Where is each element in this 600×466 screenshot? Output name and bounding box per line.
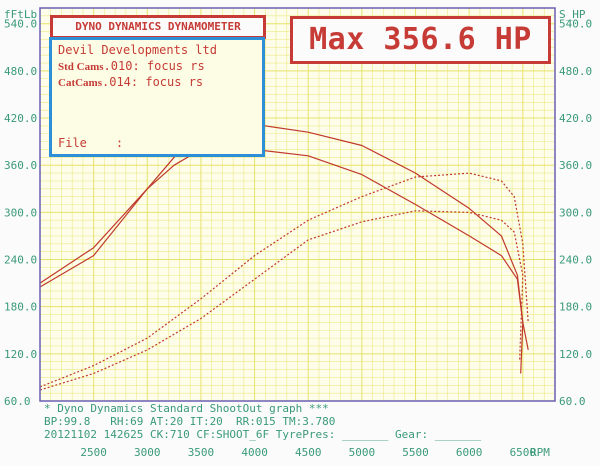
run-2-tag: CatCams bbox=[58, 77, 102, 89]
y-tick-label-left: 420.0 bbox=[4, 112, 37, 125]
run-1-text: .010: focus rs bbox=[103, 59, 205, 73]
y-tick-label-left: 60.0 bbox=[4, 395, 31, 408]
run-2-text: .014: focus rs bbox=[102, 75, 204, 89]
curves bbox=[39, 121, 529, 391]
right-axis-unit: S_HP bbox=[559, 8, 586, 21]
y-tick-label-right: 240.0 bbox=[559, 254, 592, 267]
file-label: File bbox=[58, 136, 87, 150]
max-power-badge: Max 356.6 HP bbox=[290, 16, 551, 64]
x-tick-label: 4000 bbox=[241, 446, 268, 459]
plot-border bbox=[39, 7, 556, 402]
series-line-3 bbox=[39, 172, 529, 388]
run-info-panel: Devil Developments ltd Std Cams.010: foc… bbox=[49, 37, 265, 157]
file-row: File : bbox=[58, 136, 123, 150]
footer-line-3: 20121102 142625 CK:710 CF:SHOOT_6F TyreP… bbox=[44, 428, 482, 441]
series-line-1 bbox=[39, 121, 529, 351]
footer-line-2: BP:99.8 RH:69 AT:20 IT:20 RR:015 TM:3.78… bbox=[44, 415, 336, 428]
y-tick-label-left: 480.0 bbox=[4, 65, 37, 78]
series-line-4 bbox=[39, 210, 524, 391]
tick-labels: 60.0 60.0 120.0 120.0 180.0 180.0 240.0 240.0 30… bbox=[4, 18, 592, 459]
x-tick-label: 3000 bbox=[134, 446, 161, 459]
x-tick-label: 6500 bbox=[510, 446, 537, 459]
y-tick-label-left: 540.0 bbox=[4, 18, 37, 31]
run-2: CatCams.014: focus rs bbox=[58, 75, 203, 89]
y-tick-label-left: 360.0 bbox=[4, 159, 37, 172]
y-tick-label-right: 360.0 bbox=[559, 159, 592, 172]
y-tick-label-left: 180.0 bbox=[4, 301, 37, 314]
x-axis-label: RPM bbox=[530, 446, 550, 459]
y-tick-label-right: 180.0 bbox=[559, 301, 592, 314]
series-line-2 bbox=[39, 148, 524, 374]
left-axis-unit: fFtLb bbox=[4, 8, 38, 21]
company-name: Devil Developments ltd bbox=[58, 43, 217, 57]
dyno-title: DYNO DYNAMICS DYNAMOMETER bbox=[50, 15, 266, 39]
y-tick-label-right: 420.0 bbox=[559, 112, 592, 125]
x-tick-label: 5500 bbox=[402, 446, 429, 459]
x-tick-label: 4500 bbox=[295, 446, 322, 459]
y-tick-label-left: 120.0 bbox=[4, 348, 37, 361]
y-tick-label-left: 240.0 bbox=[4, 254, 37, 267]
x-tick-label: 6000 bbox=[456, 446, 483, 459]
file-value: : bbox=[115, 136, 124, 150]
y-tick-label-left: 300.0 bbox=[4, 206, 37, 219]
run-1: Std Cams.010: focus rs bbox=[58, 59, 205, 73]
y-tick-label-right: 480.0 bbox=[559, 65, 592, 78]
y-tick-label-right: 540.0 bbox=[559, 18, 592, 31]
y-tick-label-right: 300.0 bbox=[559, 206, 592, 219]
x-tick-label: 3500 bbox=[188, 446, 215, 459]
x-tick-label: 2500 bbox=[80, 446, 107, 459]
footer-line-1: * Dyno Dynamics Standard ShootOut graph … bbox=[44, 402, 329, 415]
x-tick-label: 5000 bbox=[349, 446, 376, 459]
run-1-tag: Std Cams bbox=[58, 61, 104, 73]
y-tick-label-right: 120.0 bbox=[559, 348, 592, 361]
run-footer: * Dyno Dynamics Standard ShootOut graph … bbox=[44, 402, 481, 441]
y-tick-label-right: 60.0 bbox=[559, 395, 586, 408]
